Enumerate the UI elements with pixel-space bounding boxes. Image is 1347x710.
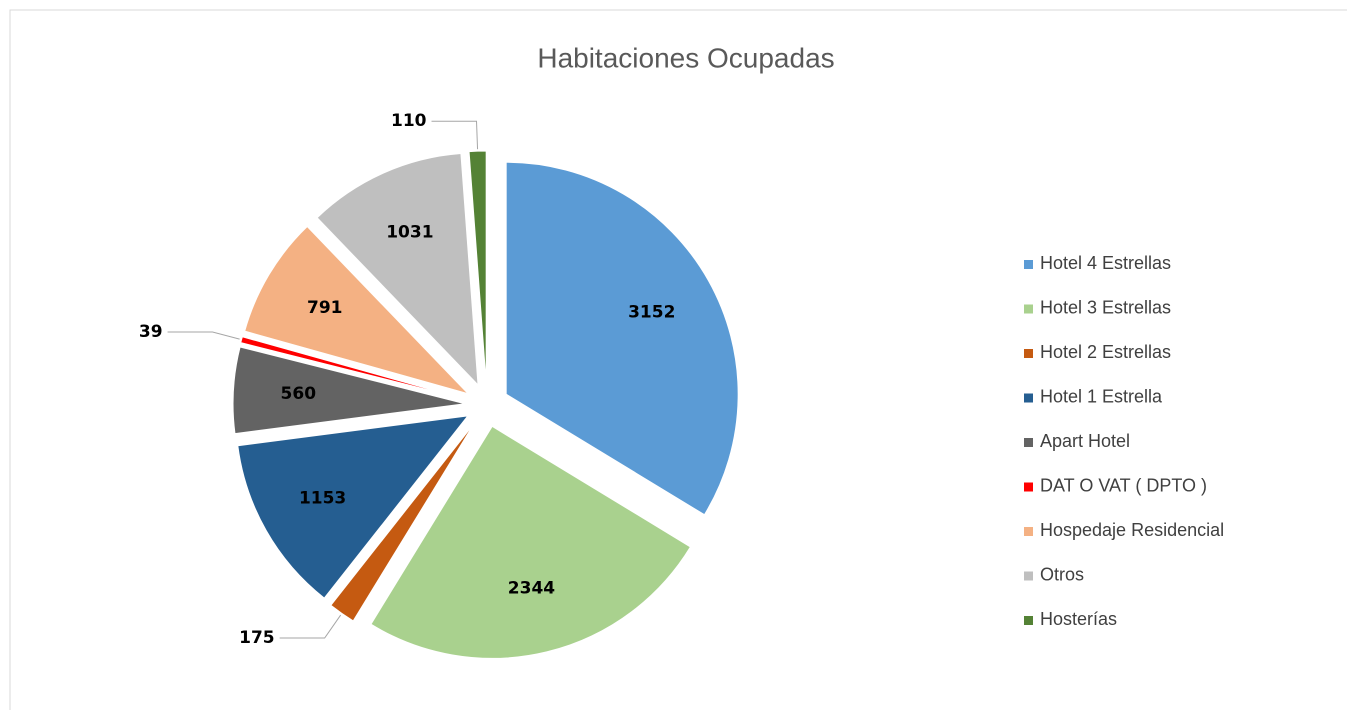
leader-line (431, 120, 479, 150)
legend-label: Hotel 2 Estrellas (1040, 342, 1171, 362)
pie-slice (237, 415, 470, 599)
legend-swatch (1024, 393, 1033, 403)
legend-label: Hospedaje Residencial (1040, 520, 1224, 540)
legend-swatch (1024, 438, 1033, 447)
legend-label: Apart Hotel (1040, 431, 1130, 451)
data-label: 39 (139, 322, 163, 342)
legend-swatch (1024, 304, 1033, 314)
pie-slice (330, 422, 475, 622)
legend-label: Hotel 1 Estrella (1040, 386, 1163, 406)
data-label: 1153 (299, 488, 346, 508)
pie-slice (370, 425, 692, 659)
leader-line (167, 331, 240, 340)
legend-label: Hotel 4 Estrellas (1040, 253, 1171, 273)
chart-title: Habitaciones Ocupadas (537, 42, 834, 73)
data-label: 3152 (628, 302, 675, 322)
legend-swatch (1024, 260, 1033, 269)
pie-slice (316, 153, 479, 387)
legend-label: DAT O VAT ( DPTO ) (1040, 475, 1207, 495)
data-label: 560 (281, 384, 317, 404)
pie-slice (468, 150, 487, 384)
legend-swatch (1024, 527, 1033, 536)
legend-label: Otros (1040, 564, 1084, 584)
data-label: 791 (307, 298, 343, 318)
pie-slice (232, 346, 466, 435)
data-label: 175 (239, 628, 275, 648)
legend-swatch (1024, 482, 1033, 492)
legend-label: Hosterías (1040, 609, 1117, 629)
leader-line (279, 614, 342, 639)
pie-slice (244, 225, 470, 395)
legend-swatch (1024, 571, 1033, 581)
legend-swatch (1024, 349, 1033, 358)
legend-label: Hotel 3 Estrellas (1040, 297, 1171, 317)
legend-swatch (1024, 616, 1033, 625)
data-label: 1031 (386, 222, 433, 242)
pie-slice (240, 336, 466, 400)
data-label: 110 (391, 111, 427, 131)
data-label: 2344 (508, 579, 555, 599)
pie-slice (505, 161, 739, 516)
